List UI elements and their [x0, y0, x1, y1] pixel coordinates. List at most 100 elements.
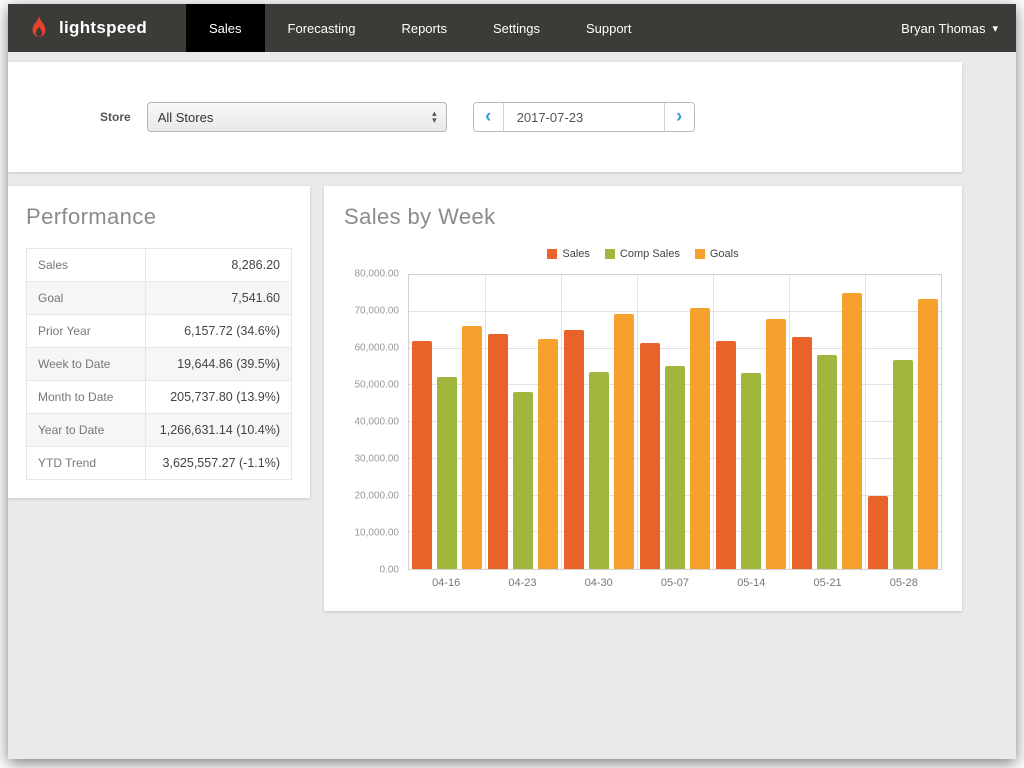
bar-group-04-23: [485, 275, 561, 569]
metric-label: Month to Date: [25, 380, 147, 414]
bar-goals-04-30[interactable]: [614, 313, 634, 569]
metric-value: 19,644.86 (39.5%): [145, 347, 292, 381]
x-tick-label: 05-14: [737, 577, 766, 589]
bar-goals-04-23[interactable]: [538, 339, 558, 569]
table-row: Prior Year 6,157.72 (34.6%): [25, 314, 292, 348]
table-row: Month to Date 205,737.80 (13.9%): [25, 380, 292, 414]
bar-group-05-21: [789, 275, 865, 569]
nav-items: Sales Forecasting Reports Settings Support: [186, 4, 655, 52]
date-value: 2017-07-23: [516, 109, 584, 125]
bar-comp-sales-05-14[interactable]: [741, 373, 761, 569]
lightspeed-flame-icon: [32, 16, 46, 37]
y-tick-label: 80,000.00: [354, 268, 400, 280]
date-navigator: ‹ 2017-07-23 ›: [472, 102, 695, 132]
next-date-button[interactable]: ›: [663, 103, 694, 131]
metric-label: Year to Date: [25, 413, 147, 447]
user-name: Bryan Thomas: [901, 20, 986, 36]
stepper-down-icon: ▾: [432, 115, 437, 125]
gridline-vertical: [865, 275, 866, 569]
metric-value: 8,286.20: [145, 248, 292, 282]
x-tick-label: 04-23: [508, 577, 537, 589]
bar-sales-05-14[interactable]: [716, 341, 736, 569]
table-row: YTD Trend 3,625,557.27 (-1.1%): [25, 446, 292, 480]
x-tick-label: 05-21: [813, 577, 842, 589]
brand-name: lightspeed: [59, 18, 148, 37]
bar-comp-sales-04-23[interactable]: [513, 391, 533, 569]
legend-item-goals: Goals: [694, 248, 739, 260]
bar-sales-05-28[interactable]: [868, 496, 888, 569]
chevron-down-icon: ▾: [992, 22, 998, 35]
table-row: Goal 7,541.60: [25, 281, 292, 315]
date-input[interactable]: 2017-07-23: [504, 103, 664, 131]
app-window: lightspeed Sales Forecasting Reports Settin…: [8, 4, 1016, 759]
chart-body: 80,000.00 70,000.00 60,000.00 50,000.00 40,0…: [344, 269, 942, 576]
x-tick-label: 05-28: [889, 577, 918, 589]
gridline-vertical: [637, 275, 638, 569]
nav-item-settings[interactable]: Settings: [492, 20, 540, 36]
table-row: Year to Date 1,266,631.14 (10.4%): [25, 413, 292, 447]
legend-swatch-icon: [694, 249, 705, 259]
nav-spacer: [655, 4, 884, 52]
metric-value: 7,541.60: [145, 281, 292, 315]
store-select[interactable]: All Stores ▴ ▾: [146, 102, 447, 132]
bar-comp-sales-05-21[interactable]: [817, 355, 837, 569]
y-tick-label: 30,000.00: [354, 453, 400, 465]
bar-comp-sales-05-28[interactable]: [893, 359, 913, 569]
legend-swatch-icon: [547, 249, 558, 259]
nav-item-support[interactable]: Support: [585, 20, 632, 36]
bar-sales-04-30[interactable]: [564, 330, 584, 569]
bar-sales-04-23[interactable]: [488, 333, 508, 569]
stepper-up-icon: ▴: [432, 108, 437, 118]
previous-date-button[interactable]: ‹: [473, 103, 504, 131]
x-tick-label: 04-30: [584, 577, 613, 589]
legend-label: Sales: [562, 248, 590, 260]
performance-table: Sales 8,286.20 Goal 7,541.60 Prior Year 6,157…: [25, 248, 292, 480]
brand: lightspeed: [8, 4, 186, 52]
bar-goals-05-21[interactable]: [842, 292, 862, 569]
bar-group-04-30: [561, 275, 637, 569]
bar-sales-04-16[interactable]: [412, 341, 432, 569]
legend-item-sales: Sales: [547, 248, 590, 260]
performance-table-body: Sales 8,286.20 Goal 7,541.60 Prior Year 6,157…: [25, 248, 292, 480]
legend-label: Comp Sales: [619, 248, 680, 260]
y-tick-label: 0.00: [379, 564, 399, 576]
bar-sales-05-07[interactable]: [640, 343, 660, 569]
nav-item-sales[interactable]: Sales: [186, 4, 265, 52]
bar-group-04-16: [409, 275, 485, 569]
x-axis: 04-16 04-23 04-30 05-07 05-14 05-21 05-28: [408, 577, 942, 589]
metric-label: YTD Trend: [25, 446, 147, 480]
table-row: Week to Date 19,644.86 (39.5%): [25, 347, 292, 381]
legend-swatch-icon: [604, 249, 615, 259]
chart-legend: Sales Comp Sales Goals: [344, 248, 942, 260]
gridline-vertical: [561, 275, 562, 569]
plot-wrap: [408, 274, 942, 570]
gridline-vertical: [789, 275, 790, 569]
gridline-horizontal: [409, 310, 941, 312]
y-tick-label: 60,000.00: [354, 342, 400, 354]
nav-item-forecasting[interactable]: Forecasting: [287, 20, 356, 36]
filter-bar: Store All Stores ▴ ▾ ‹ 2017-07-23 ›: [8, 62, 962, 172]
bar-goals-04-16[interactable]: [462, 325, 482, 569]
nav-item-reports[interactable]: Reports: [401, 20, 447, 36]
bar-comp-sales-05-07[interactable]: [665, 365, 685, 569]
bar-goals-05-28[interactable]: [918, 299, 938, 569]
bar-groups: [409, 275, 941, 569]
metric-label: Sales: [25, 248, 147, 282]
y-axis: 80,000.00 70,000.00 60,000.00 50,000.00 40,0…: [344, 269, 408, 576]
y-tick-label: 10,000.00: [354, 527, 400, 539]
bar-comp-sales-04-16[interactable]: [437, 376, 457, 569]
metric-value: 6,157.72 (34.6%): [145, 314, 292, 348]
gridline-vertical: [485, 275, 486, 569]
bar-goals-05-14[interactable]: [766, 319, 786, 569]
chevron-left-icon: ‹: [485, 106, 492, 127]
bar-sales-05-21[interactable]: [792, 337, 812, 569]
metric-value: 1,266,631.14 (10.4%): [145, 413, 292, 447]
bar-comp-sales-04-30[interactable]: [589, 371, 609, 569]
bar-goals-05-07[interactable]: [690, 308, 710, 569]
y-tick-label: 50,000.00: [354, 379, 400, 391]
y-tick-label: 20,000.00: [354, 490, 400, 502]
metric-value: 205,737.80 (13.9%): [145, 380, 292, 414]
user-menu[interactable]: Bryan Thomas ▾: [883, 4, 1016, 52]
performance-card: Performance Sales 8,286.20 Goal 7,541.60 Pri…: [8, 186, 310, 498]
performance-title: Performance: [26, 204, 157, 229]
